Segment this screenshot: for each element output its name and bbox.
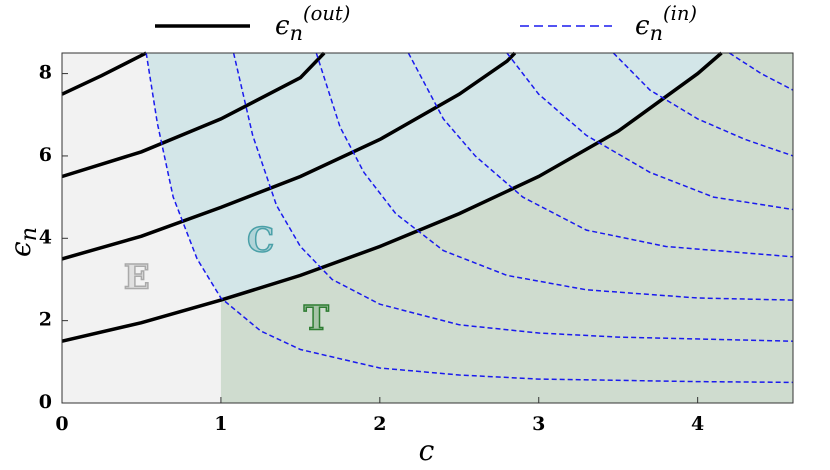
y-tick-label: 8	[39, 62, 52, 84]
in-curve	[232, 52, 794, 342]
region-label: C	[247, 220, 274, 260]
subscript: n	[16, 227, 42, 241]
legend-label: ϵn(in)	[635, 2, 697, 45]
y-tick-label: 6	[39, 144, 52, 166]
out-curve	[61, 51, 147, 96]
y-tick-label: 0	[39, 391, 52, 413]
out-curve	[61, 51, 326, 179]
x-tick-label: 2	[373, 413, 386, 435]
in-curve	[612, 52, 794, 157]
subscript: n	[290, 21, 303, 45]
region-t	[220, 53, 794, 403]
legend-label: ϵn(out)	[275, 2, 350, 45]
out-curve	[61, 51, 517, 261]
x-axis-label: c	[419, 434, 435, 467]
in-curve	[506, 52, 794, 211]
glyph: ϵ	[275, 11, 290, 41]
subscript: n	[650, 21, 663, 45]
in-curve	[145, 52, 794, 384]
glyph: ϵ	[635, 11, 650, 41]
superscript: (out)	[303, 2, 350, 25]
region-label: E	[124, 257, 150, 297]
plot-frame	[61, 52, 794, 404]
curves	[61, 51, 794, 384]
in-curve	[315, 52, 794, 301]
region-c	[146, 53, 722, 301]
y-tick-label: 2	[39, 309, 52, 331]
y-tick-label: 4	[39, 226, 52, 248]
glyph: ϵ	[4, 241, 37, 257]
x-tick-label: 0	[55, 413, 68, 435]
in-curve	[728, 52, 794, 91]
x-tick-label: 3	[532, 413, 545, 435]
x-tick-label: 4	[691, 413, 704, 435]
out-curve	[61, 51, 723, 343]
region-label: T	[304, 299, 329, 339]
in-curve	[407, 52, 794, 258]
superscript: (in)	[663, 2, 697, 25]
y-axis-label: ϵn	[4, 227, 42, 257]
x-tick-label: 1	[214, 413, 227, 435]
